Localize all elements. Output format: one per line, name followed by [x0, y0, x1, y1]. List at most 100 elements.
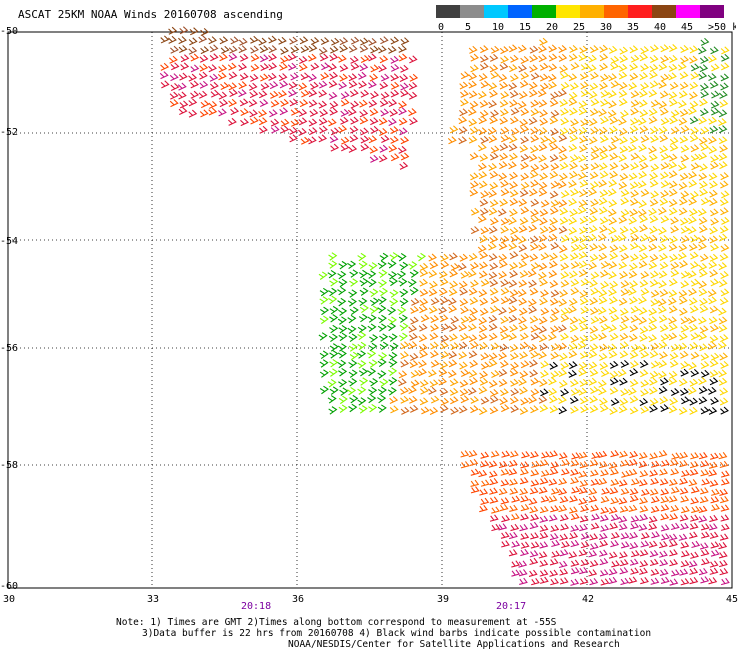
wind-barb — [460, 368, 470, 377]
wind-barb — [530, 179, 540, 188]
wind-barb — [600, 469, 609, 477]
wind-barb — [459, 298, 469, 307]
wind-barb — [588, 91, 598, 99]
wind-barb — [630, 515, 640, 523]
wind-barb — [499, 325, 509, 334]
wind-barb — [458, 280, 468, 289]
wind-barb — [670, 388, 680, 397]
wind-barb — [439, 387, 449, 396]
wind-barb — [318, 134, 328, 143]
wind-barb — [690, 551, 699, 559]
wind-barb — [678, 332, 688, 341]
wind-barb — [620, 388, 630, 397]
wind-barb — [298, 56, 308, 64]
wind-barb — [678, 533, 688, 541]
wind-barb — [509, 531, 518, 540]
wind-barb — [580, 306, 590, 315]
wind-barb — [580, 541, 590, 549]
wind-barb — [717, 307, 727, 316]
wind-barb — [668, 323, 678, 332]
wind-barb — [167, 35, 177, 44]
wind-barb — [509, 198, 519, 206]
wind-barb — [560, 117, 570, 126]
wind-barb — [680, 190, 690, 199]
wind-barb — [570, 559, 580, 567]
wind-barb — [709, 226, 719, 235]
wind-barb — [578, 100, 588, 109]
wind-barb — [500, 315, 510, 324]
wind-barb — [398, 44, 407, 53]
wind-barb — [440, 350, 450, 359]
wind-barb — [668, 495, 678, 503]
wind-barb — [249, 35, 259, 44]
wind-barb — [529, 369, 539, 378]
wind-barb — [470, 226, 480, 235]
wind-barb — [668, 188, 678, 197]
wind-barb — [550, 578, 559, 586]
wind-barb — [657, 298, 667, 307]
wind-barb — [290, 107, 300, 116]
wind-barb — [589, 45, 599, 54]
wind-barb — [470, 207, 480, 216]
wind-barb — [699, 180, 708, 189]
wind-barb — [710, 243, 720, 252]
wind-barb — [530, 108, 540, 117]
wind-barb — [679, 487, 689, 495]
wind-barb — [448, 359, 458, 368]
wind-barb — [589, 405, 599, 414]
wind-barb — [289, 134, 298, 143]
wind-barb — [558, 487, 568, 496]
wind-barb — [499, 99, 509, 108]
wind-barb — [338, 324, 348, 334]
wind-barb — [678, 181, 688, 190]
wind-barb — [558, 406, 568, 415]
lon-label-30: 30 — [3, 594, 16, 605]
wind-barb — [239, 53, 249, 62]
wind-barb — [208, 100, 218, 109]
wind-barb — [707, 289, 717, 298]
wind-barb — [598, 477, 608, 486]
lat-label-52: -52 — [0, 127, 19, 138]
wind-barb — [478, 317, 488, 325]
wind-barb — [480, 361, 490, 370]
wind-barb — [629, 253, 639, 262]
wind-barb — [377, 358, 387, 368]
wind-barb — [488, 460, 498, 468]
wind-barb — [478, 127, 488, 136]
colorbar-label: >50 knots — [708, 22, 736, 31]
wind-barb — [520, 181, 530, 190]
wind-barb — [609, 377, 619, 386]
wind-barb — [379, 55, 389, 64]
wind-barb — [618, 261, 628, 270]
wind-barb — [310, 62, 320, 71]
wind-barb — [329, 71, 339, 80]
wind-barb — [598, 179, 608, 188]
wind-barb — [328, 252, 338, 261]
wind-barb — [538, 395, 548, 404]
wind-barb — [548, 377, 557, 386]
wind-barb — [368, 37, 377, 46]
wind-barb — [720, 53, 730, 62]
wind-barb — [680, 154, 690, 163]
wind-barb — [400, 136, 410, 145]
wind-barb — [349, 125, 359, 134]
wind-barb — [429, 261, 439, 270]
wind-barb — [160, 80, 170, 89]
wind-barb — [540, 135, 550, 144]
wind-barb — [268, 35, 277, 44]
wind-barb — [248, 82, 258, 91]
wind-barb — [619, 332, 629, 341]
wind-barb — [708, 172, 718, 181]
wind-barb — [679, 108, 689, 117]
wind-barb — [428, 305, 438, 314]
wind-barb — [700, 469, 710, 477]
wind-barb — [460, 89, 469, 98]
wind-barb — [540, 199, 550, 208]
wind-barb — [377, 323, 387, 332]
wind-barb — [240, 108, 249, 117]
wind-barb — [530, 198, 540, 207]
wind-barb — [659, 351, 668, 360]
note-line-2: 3)Data buffer is 22 hrs from 20160708 4)… — [142, 628, 652, 639]
wind-barb — [500, 55, 509, 64]
wind-barb — [568, 216, 578, 225]
